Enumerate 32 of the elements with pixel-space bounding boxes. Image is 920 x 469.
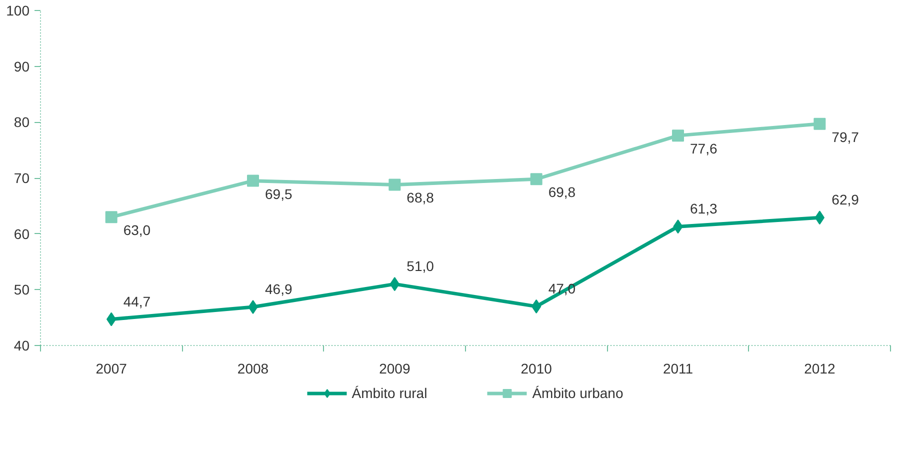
data-label: 61,3 xyxy=(690,200,718,217)
legend-label: Ámbito rural xyxy=(352,385,428,401)
x-tick-label: 2011 xyxy=(662,360,694,376)
x-tick-label: 2008 xyxy=(237,360,269,376)
x-tick-label: 2009 xyxy=(379,360,410,376)
data-label: 44,7 xyxy=(123,293,151,310)
y-tick-label: 90 xyxy=(14,58,30,74)
data-label: 63,0 xyxy=(123,222,151,238)
point xyxy=(672,130,684,142)
y-tick-label: 100 xyxy=(6,2,30,18)
data-label: 77,6 xyxy=(690,140,718,157)
data-label: 68,8 xyxy=(406,190,434,206)
data-label: 69,5 xyxy=(265,186,292,202)
y-tick-label: 80 xyxy=(14,114,30,130)
legend-label: Ámbito urbano xyxy=(532,385,624,401)
data-label: 46,9 xyxy=(265,280,292,297)
point xyxy=(530,173,542,186)
data-label: 79,7 xyxy=(832,128,860,145)
y-tick-label: 40 xyxy=(14,338,30,354)
data-label: 51,0 xyxy=(406,258,434,274)
data-label: 62,9 xyxy=(832,192,860,208)
point xyxy=(247,174,259,187)
x-tick-label: 2012 xyxy=(804,360,836,376)
y-tick-label: 50 xyxy=(14,282,30,298)
y-tick-label: 60 xyxy=(14,226,30,242)
point xyxy=(388,178,401,191)
point xyxy=(814,118,826,130)
x-tick-label: 2007 xyxy=(96,360,128,376)
point xyxy=(105,211,118,224)
x-tick-label: 2010 xyxy=(520,360,552,376)
y-tick-label: 70 xyxy=(14,170,30,186)
data-label: 69,8 xyxy=(548,184,576,200)
